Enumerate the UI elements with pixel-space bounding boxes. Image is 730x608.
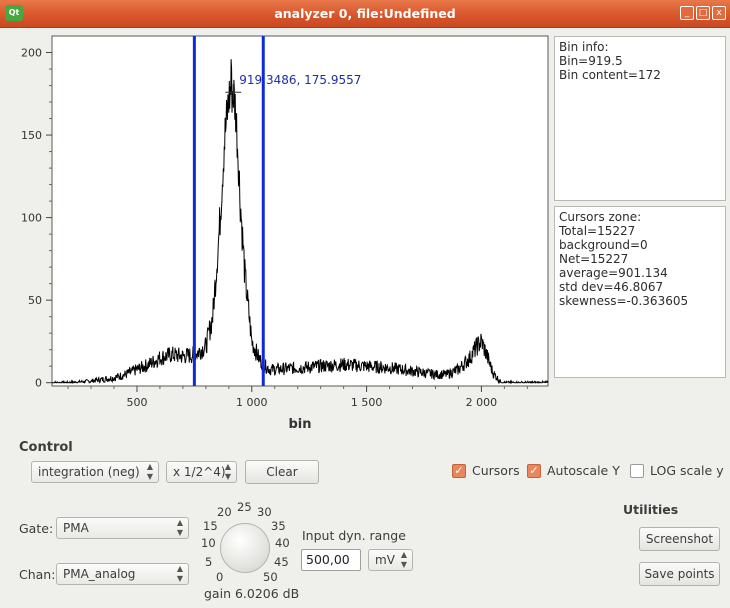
x-tick-label: 1 500 bbox=[351, 396, 383, 409]
cursors-zone-skewness: skewness=-0.363605 bbox=[559, 294, 689, 308]
screenshot-button[interactable]: Screenshot bbox=[639, 527, 720, 551]
y-minor-ticks bbox=[49, 68, 52, 367]
bin-info-panel: Bin info: Bin=919.5 Bin content=172 bbox=[554, 36, 726, 201]
log-check-box[interactable] bbox=[630, 463, 644, 478]
x-tick-label: 2 000 bbox=[466, 396, 498, 409]
chan-label: Chan: bbox=[19, 567, 56, 582]
spinner-arrows-icon: ▲ ▼ bbox=[146, 462, 153, 481]
x-axis-label: bin bbox=[288, 417, 311, 432]
dial-num-5: 5 bbox=[205, 555, 213, 569]
minimize-button[interactable]: _ bbox=[680, 6, 694, 20]
utilities-title: Utilities bbox=[623, 502, 679, 517]
gain-value-label: gain 6.0206 dB bbox=[204, 586, 300, 601]
qt-logo-icon: Qt bbox=[5, 5, 23, 21]
x-tick-label: 1 000 bbox=[236, 396, 268, 409]
save-points-button[interactable]: Save points bbox=[639, 562, 720, 586]
x-tick-label: 500 bbox=[126, 396, 147, 409]
cursors-check-label: Cursors bbox=[472, 463, 520, 478]
cursors-zone-background: background=0 bbox=[559, 238, 648, 252]
control-section-title: Control bbox=[19, 440, 73, 455]
gain-dial[interactable]: 5 10 15 20 25 30 35 40 45 50 0 bbox=[200, 500, 300, 590]
plot-canvas[interactable] bbox=[51, 35, 549, 387]
cursors-zone-panel: Cursors zone: Total=15227 background=0 N… bbox=[554, 206, 726, 378]
y-tick-label: 150 bbox=[21, 129, 42, 142]
mode-select[interactable]: integration (neg) ▲ ▼ bbox=[31, 461, 159, 483]
dial-knob[interactable] bbox=[220, 523, 270, 573]
input-range-label: Input dyn. range bbox=[302, 528, 406, 543]
log-check-label: LOG scale y bbox=[650, 463, 724, 478]
bin-info-content: Bin content=172 bbox=[559, 68, 661, 82]
autoscale-check-box[interactable]: ✓ bbox=[527, 463, 541, 478]
dial-num-0: 0 bbox=[216, 570, 224, 584]
marker-coordinate-label: 919.3486, 175.9557 bbox=[239, 73, 361, 87]
autoscale-y-checkbox[interactable]: ✓ Autoscale Y bbox=[527, 463, 620, 478]
dial-num-20: 20 bbox=[217, 505, 232, 519]
spinner-arrows-icon: ▲ ▼ bbox=[224, 462, 231, 481]
dial-num-45: 45 bbox=[274, 555, 289, 569]
gate-select-value: PMA bbox=[63, 521, 89, 535]
dial-num-30: 30 bbox=[257, 505, 272, 519]
window-title: analyzer 0, file:Undefined bbox=[274, 6, 456, 21]
spinner-arrows-icon: ▲ ▼ bbox=[400, 550, 407, 569]
input-range-field[interactable]: 500,00 bbox=[301, 549, 361, 571]
histogram-svg[interactable]: 0 50 100 150 200 500 1 000 1 500 2 000 919.3486… bbox=[0, 28, 552, 438]
histogram-series-line bbox=[51, 59, 549, 385]
unit-select[interactable]: mV ▲ ▼ bbox=[368, 549, 413, 571]
spinner-arrows-icon: ▲ ▼ bbox=[176, 518, 183, 537]
bin-info-bin: Bin=919.5 bbox=[559, 54, 623, 68]
dial-num-50: 50 bbox=[263, 570, 278, 584]
autoscale-check-label: Autoscale Y bbox=[547, 463, 620, 478]
maximize-button[interactable]: □ bbox=[696, 6, 710, 20]
dial-num-35: 35 bbox=[271, 519, 286, 533]
log-scale-checkbox[interactable]: LOG scale y bbox=[630, 463, 724, 478]
title-bar: Qt analyzer 0, file:Undefined _ □ x bbox=[0, 0, 730, 28]
chan-select-value: PMA_analog bbox=[63, 567, 136, 581]
clear-button[interactable]: Clear bbox=[245, 460, 319, 484]
dial-num-10: 10 bbox=[201, 536, 216, 550]
dial-num-25: 25 bbox=[237, 500, 252, 514]
spinner-arrows-icon: ▲ ▼ bbox=[176, 564, 183, 583]
gate-label: Gate: bbox=[19, 521, 54, 536]
dial-num-15: 15 bbox=[203, 519, 218, 533]
unit-select-value: mV bbox=[375, 553, 395, 567]
cursors-zone-stddev: std dev=46.8067 bbox=[559, 280, 664, 294]
cursors-zone-title: Cursors zone: bbox=[559, 210, 642, 224]
x-minor-ticks bbox=[67, 386, 528, 389]
scale-select-value: x 1/2^4) bbox=[173, 465, 226, 479]
chan-select[interactable]: PMA_analog ▲ ▼ bbox=[56, 563, 189, 585]
crosshair-marker-icon bbox=[225, 84, 242, 101]
cursors-checkbox[interactable]: ✓ Cursors bbox=[452, 463, 520, 478]
y-tick-label: 100 bbox=[21, 212, 42, 225]
y-tick-label: 200 bbox=[21, 47, 42, 60]
y-axis-ticks: 0 50 100 150 200 bbox=[21, 47, 52, 390]
x-axis-ticks: 500 1 000 1 500 2 000 bbox=[126, 386, 497, 409]
dial-num-40: 40 bbox=[275, 536, 290, 550]
gate-select[interactable]: PMA ▲ ▼ bbox=[56, 517, 189, 539]
bin-info-title: Bin info: bbox=[559, 40, 609, 54]
y-tick-label: 0 bbox=[35, 377, 42, 390]
y-tick-label: 50 bbox=[28, 294, 42, 307]
window-controls: _ □ x bbox=[680, 6, 726, 20]
close-button[interactable]: x bbox=[712, 6, 726, 20]
histogram-plot[interactable]: 0 50 100 150 200 500 1 000 1 500 2 000 919.3486… bbox=[0, 28, 552, 438]
cursors-zone-total: Total=15227 bbox=[559, 224, 636, 238]
scale-select[interactable]: x 1/2^4) ▲ ▼ bbox=[166, 461, 237, 483]
cursors-zone-average: average=901.134 bbox=[559, 266, 668, 280]
mode-select-value: integration (neg) bbox=[38, 465, 140, 479]
cursors-check-box[interactable]: ✓ bbox=[452, 463, 466, 478]
cursors-zone-net: Net=15227 bbox=[559, 252, 629, 266]
